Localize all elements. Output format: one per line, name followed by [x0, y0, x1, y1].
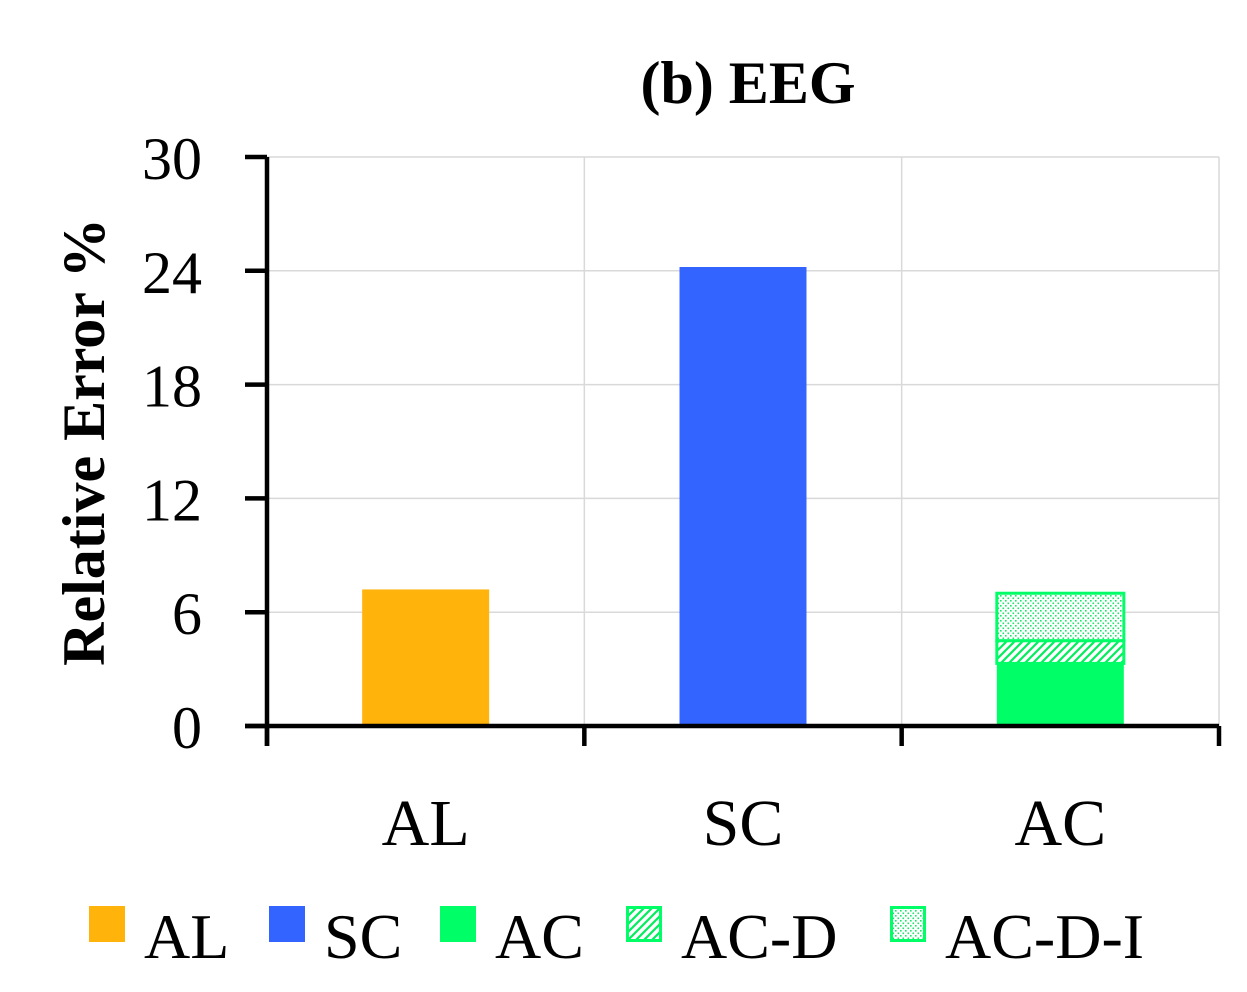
bar-ac-ac-d — [995, 639, 1126, 665]
bars-group — [362, 267, 1126, 726]
bar-ac-ac-d-i — [995, 591, 1126, 643]
legend-swatch-ac-d — [626, 906, 662, 942]
legend-label-sc: SC — [324, 901, 402, 972]
legend-label-ac: AC — [495, 901, 584, 972]
y-tick-label: 0 — [172, 695, 202, 761]
x-tick-label-ac: AC — [1014, 787, 1106, 860]
legend-swatch-al — [89, 906, 125, 942]
legend: AL SC AC AC-D AC-D-I — [89, 901, 1144, 972]
chart-title: (b) EEG — [640, 50, 855, 116]
legend-label-al: AL — [144, 901, 229, 972]
legend-swatch-ac-d-i — [890, 906, 926, 942]
y-tick-label: 12 — [142, 467, 202, 533]
x-tick-labels: AL SC AC — [382, 787, 1107, 860]
x-tick-label-al: AL — [382, 787, 470, 860]
y-tick-labels: 0 6 12 18 24 30 — [142, 126, 202, 761]
y-tick-label: 6 — [172, 581, 202, 647]
bar-ac-ac — [996, 663, 1124, 726]
legend-label-ac-d-i: AC-D-I — [945, 901, 1144, 972]
legend-swatch-sc — [269, 906, 305, 942]
legend-swatch-ac — [440, 906, 476, 942]
axes-group — [245, 154, 1222, 746]
y-tick-label: 30 — [142, 126, 202, 192]
x-tick-label-sc: SC — [703, 787, 784, 860]
y-axis-label: Relative Error % — [51, 218, 117, 666]
y-tick-label: 18 — [142, 354, 202, 420]
legend-label-ac-d: AC-D — [681, 901, 837, 972]
bar-sc-sc — [679, 267, 807, 726]
bar-al-al — [362, 589, 490, 726]
y-tick-label: 24 — [142, 240, 202, 306]
